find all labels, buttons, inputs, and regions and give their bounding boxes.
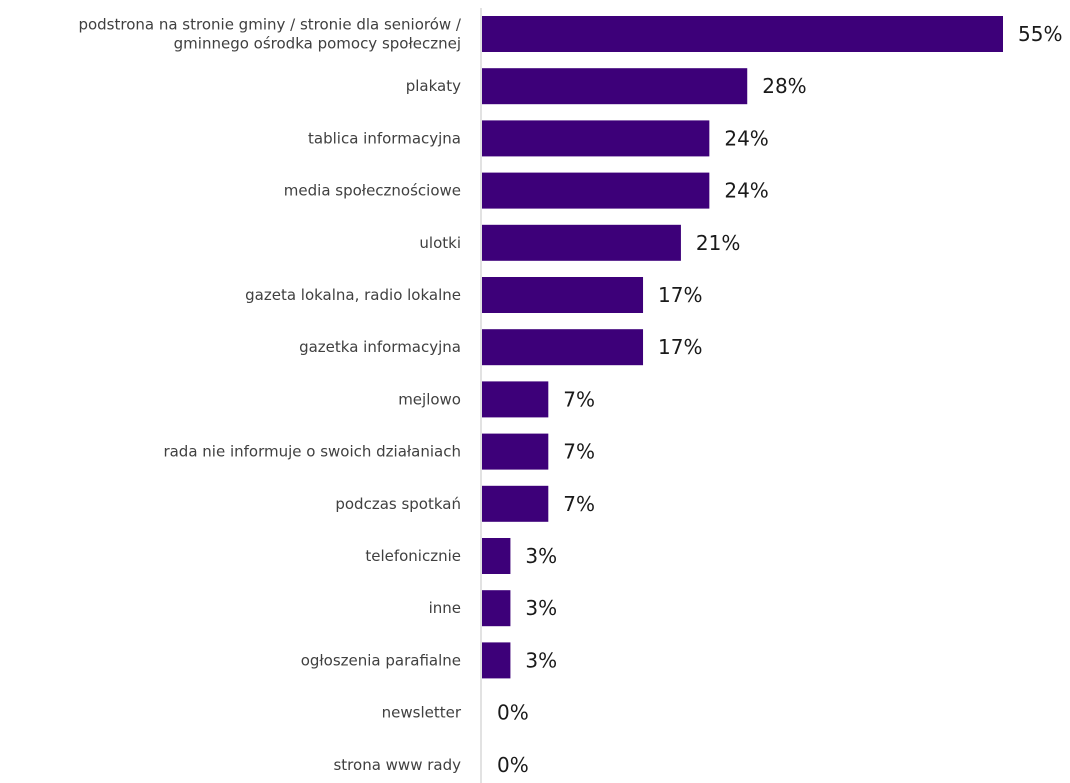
category-label: podczas spotkań	[335, 495, 461, 513]
value-label: 7%	[563, 387, 595, 411]
category-label: telefonicznie	[365, 547, 461, 565]
value-label: 0%	[497, 701, 529, 725]
value-label: 3%	[525, 648, 557, 672]
category-label: gazeta lokalna, radio lokalne	[245, 286, 461, 304]
category-label: plakaty	[406, 77, 461, 95]
bar	[482, 538, 511, 574]
category-label: tablica informacyjna	[308, 129, 461, 147]
category-label: ogłoszenia parafialne	[301, 651, 461, 669]
category-labels: podstrona na stronie gminy / stronie dla…	[78, 16, 461, 774]
bar	[482, 642, 511, 679]
bar	[482, 224, 681, 261]
category-label: strona www rady	[333, 756, 461, 774]
bar	[482, 16, 1003, 52]
bars	[482, 16, 1003, 679]
bar	[482, 120, 710, 157]
bar	[482, 68, 748, 105]
value-label: 24%	[724, 179, 768, 203]
category-label: rada nie informuje o swoich działaniach	[163, 443, 461, 461]
category-label: inne	[429, 599, 461, 617]
value-label: 0%	[497, 753, 529, 777]
value-label: 24%	[724, 126, 768, 150]
bar	[482, 590, 511, 627]
category-label: media społecznościowe	[284, 182, 461, 200]
value-label: 28%	[762, 74, 806, 98]
bar	[482, 172, 710, 209]
category-label: podstrona na stronie gminy / stronie dla…	[78, 16, 461, 53]
bar	[482, 329, 644, 366]
bar	[482, 433, 549, 470]
value-label: 3%	[525, 544, 557, 568]
value-label: 7%	[563, 440, 595, 464]
bar	[482, 381, 549, 418]
category-label: newsletter	[382, 704, 462, 722]
category-label: gazetka informacyjna	[299, 338, 461, 356]
value-label: 55%	[1018, 22, 1062, 46]
bar	[482, 485, 549, 522]
value-label: 3%	[525, 596, 557, 620]
bar	[482, 277, 644, 313]
category-label: mejlowo	[398, 390, 461, 408]
value-labels: 55% 28% 24% 24% 21% 17% 17% 7% 7% 7% 3% 3% 3% 0% 0%	[497, 22, 1062, 777]
value-label: 7%	[563, 492, 595, 516]
category-label: ulotki	[419, 234, 461, 252]
value-label: 21%	[696, 231, 740, 255]
value-label: 17%	[658, 335, 702, 359]
value-label: 17%	[658, 283, 702, 307]
